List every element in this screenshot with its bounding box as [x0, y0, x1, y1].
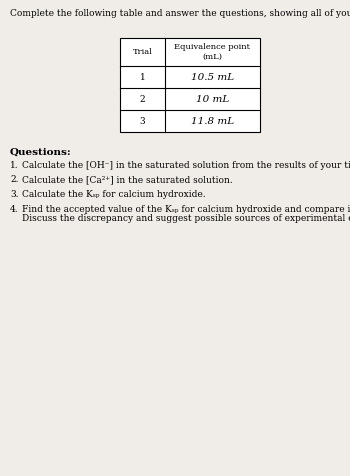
Text: 3: 3: [140, 117, 145, 126]
Text: Find the accepted value of the Kₛₚ for calcium hydroxide and compare it with you: Find the accepted value of the Kₛₚ for c…: [22, 205, 350, 214]
Text: 4.: 4.: [10, 205, 19, 214]
Text: 1: 1: [140, 72, 145, 81]
Text: 10 mL: 10 mL: [196, 95, 229, 103]
Text: Calculate the Kₛₚ for calcium hydroxide.: Calculate the Kₛₚ for calcium hydroxide.: [22, 190, 206, 199]
Text: Questions:: Questions:: [10, 148, 72, 157]
Text: 3.: 3.: [10, 190, 19, 199]
Text: 2: 2: [140, 95, 145, 103]
Text: 1.: 1.: [10, 161, 19, 170]
Text: Trial: Trial: [133, 48, 153, 56]
Text: Discuss the discrepancy and suggest possible sources of experimental error.: Discuss the discrepancy and suggest poss…: [22, 214, 350, 223]
Text: Complete the following table and answer the questions, showing all of your calcu: Complete the following table and answer …: [10, 9, 350, 18]
Text: Calculate the [OH⁻] in the saturated solution from the results of your titration: Calculate the [OH⁻] in the saturated sol…: [22, 161, 350, 170]
Text: Calculate the [Ca²⁺] in the saturated solution.: Calculate the [Ca²⁺] in the saturated so…: [22, 176, 233, 185]
Text: Equivalence point
(mL): Equivalence point (mL): [175, 43, 251, 60]
Text: 11.8 mL: 11.8 mL: [191, 117, 234, 126]
Text: 2.: 2.: [10, 176, 19, 185]
Text: 10.5 mL: 10.5 mL: [191, 72, 234, 81]
Bar: [120, 38, 260, 132]
